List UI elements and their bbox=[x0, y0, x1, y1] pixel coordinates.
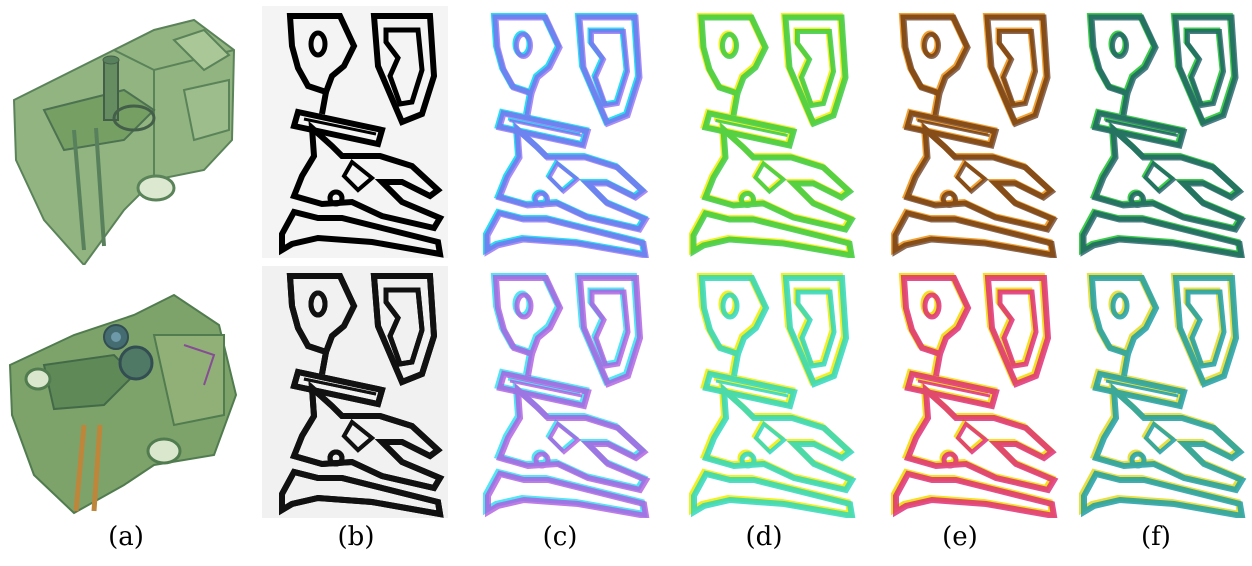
volume-render-top bbox=[12, 18, 236, 265]
volume-render-bottom bbox=[8, 293, 238, 515]
panel-f-top bbox=[1062, 6, 1248, 258]
slice-f-bottom bbox=[1062, 266, 1248, 518]
panel-e-top bbox=[874, 6, 1060, 258]
slice-c-bottom bbox=[466, 266, 652, 518]
caption-a: (a) bbox=[108, 522, 144, 552]
volume-body bbox=[8, 293, 238, 515]
panel-f-bottom bbox=[1062, 266, 1248, 518]
panel-e-bottom bbox=[874, 266, 1060, 518]
slice-edges-top bbox=[262, 6, 448, 258]
caption-e: (e) bbox=[942, 522, 978, 552]
slice-edges-bottom bbox=[262, 266, 448, 518]
panel-a-top bbox=[4, 10, 244, 265]
panel-b-bottom bbox=[262, 266, 448, 518]
slice-e-bottom bbox=[874, 266, 1060, 518]
panel-a-bottom bbox=[4, 275, 244, 515]
panel-d-top bbox=[672, 6, 858, 258]
caption-f: (f) bbox=[1141, 522, 1171, 552]
caption-c: (c) bbox=[542, 522, 578, 552]
slice-e-top bbox=[874, 6, 1060, 258]
slice-c-top bbox=[466, 6, 652, 258]
volume-body bbox=[12, 18, 236, 265]
caption-d: (d) bbox=[745, 522, 783, 552]
panel-c-top bbox=[466, 6, 652, 258]
slice-f-top bbox=[1062, 6, 1248, 258]
panel-b-top bbox=[262, 6, 448, 258]
panel-d-bottom bbox=[672, 266, 858, 518]
caption-b: (b) bbox=[337, 522, 375, 552]
slice-d-bottom bbox=[672, 266, 858, 518]
panel-c-bottom bbox=[466, 266, 652, 518]
slice-d-top bbox=[672, 6, 858, 258]
